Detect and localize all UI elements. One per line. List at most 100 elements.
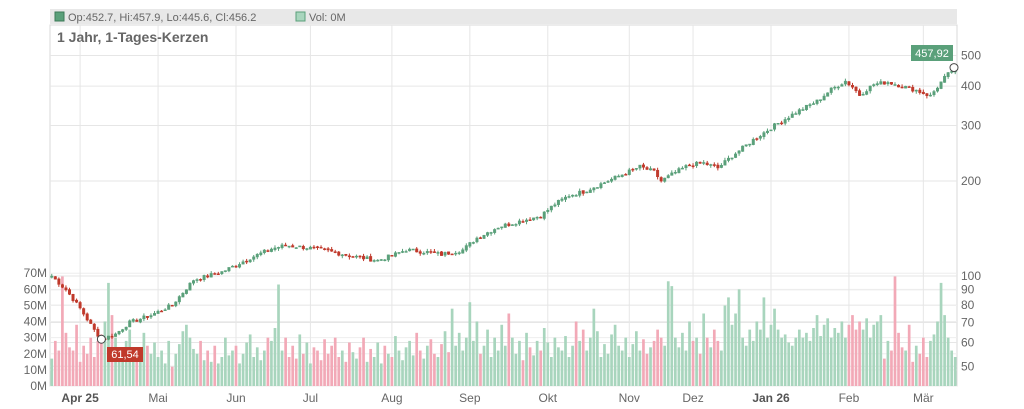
volume-bar: [624, 337, 628, 386]
candle-body: [461, 249, 465, 254]
volume-bar: [195, 353, 199, 386]
chart-title: 1 Jahr, 1-Tages-Kerzen: [57, 29, 208, 45]
volume-bar: [96, 340, 100, 386]
volume-bar: [783, 334, 787, 386]
candle-body: [167, 304, 171, 310]
volume-bar: [238, 363, 241, 386]
candle-body: [184, 289, 188, 294]
volume-bar: [592, 308, 596, 386]
last-price-marker: [949, 63, 959, 73]
candle-body: [401, 251, 405, 253]
candle-body: [535, 216, 539, 219]
candle-body: [581, 190, 585, 194]
candle-body: [92, 323, 96, 330]
volume-bar: [486, 329, 489, 386]
candle-body: [390, 255, 394, 257]
candle-body: [223, 270, 227, 272]
volume-bar: [564, 336, 567, 386]
candle-body: [471, 242, 475, 244]
volume-bar: [301, 353, 305, 386]
lower-tick-label: 50: [961, 359, 975, 373]
volume-bar: [149, 353, 153, 386]
volume-bar: [199, 340, 202, 386]
volume-bar: [263, 350, 266, 386]
volume-bar: [698, 353, 702, 386]
volume-bar: [879, 315, 883, 386]
volume-bar: [557, 347, 560, 386]
candle-body: [517, 220, 521, 225]
volume-bar: [883, 358, 886, 386]
candle-body: [882, 81, 886, 85]
candle-body: [333, 251, 337, 253]
volume-bar: [851, 315, 854, 386]
volume-bar: [124, 340, 128, 386]
volume-bar: [688, 321, 691, 386]
volume-bar: [280, 350, 284, 386]
volume-bar: [673, 337, 677, 386]
volume-bar: [893, 276, 897, 386]
candle-body: [312, 246, 316, 249]
candle-body: [53, 276, 57, 280]
volume-bar: [270, 340, 273, 386]
volume-bar: [156, 357, 160, 386]
volume-bar: [163, 363, 167, 386]
volume-bar: [794, 337, 798, 386]
volume-bar: [939, 282, 943, 386]
volume-bar: [585, 350, 589, 386]
volume-bar: [482, 345, 486, 386]
volume-bar: [666, 281, 670, 386]
volume-bar: [797, 329, 801, 386]
candle-body: [865, 91, 869, 95]
candle-body: [170, 304, 174, 307]
candle-body: [854, 86, 858, 92]
volume-bar: [319, 360, 323, 386]
volume-bar: [355, 358, 358, 386]
candle-body: [216, 273, 220, 275]
candle-body: [773, 123, 777, 130]
candle-body: [709, 164, 713, 166]
volume-bar: [723, 305, 727, 386]
candle-body: [344, 253, 348, 256]
candle-body: [50, 275, 54, 278]
candle-body: [280, 244, 284, 248]
candle-body: [64, 287, 68, 291]
candle-body: [195, 279, 199, 281]
volume-bar: [702, 313, 706, 386]
volume-bar: [514, 353, 518, 386]
volume-bar: [447, 352, 450, 386]
candle-body: [248, 259, 252, 263]
volume-bar: [493, 337, 496, 386]
candle-body: [418, 251, 422, 254]
volume-bar: [904, 350, 907, 386]
volume-bar: [649, 347, 652, 386]
candle-body: [75, 299, 79, 303]
volume-bar: [408, 340, 411, 386]
lower-tick-label: 100: [961, 269, 981, 283]
volume-bar: [312, 347, 316, 386]
candle-body: [897, 84, 901, 88]
candle-body: [188, 282, 192, 291]
volume-bar: [787, 342, 791, 386]
volume-bar: [418, 350, 422, 386]
volume-bar: [635, 331, 638, 386]
volume-bar: [805, 332, 808, 386]
volume-bar: [496, 350, 500, 386]
candle-body: [592, 187, 596, 191]
candle-body: [858, 90, 862, 96]
lower-tick-label: 60: [961, 336, 975, 350]
volume-bar: [227, 355, 231, 386]
candle-body: [872, 84, 876, 86]
candle-body: [269, 248, 273, 252]
volume-bar: [574, 321, 578, 386]
candle-body: [220, 271, 224, 275]
candle-body: [836, 86, 840, 89]
candle-body: [826, 92, 830, 97]
volume-bar: [599, 357, 603, 386]
candle-body: [751, 138, 755, 145]
volume-bar: [369, 348, 372, 386]
volume-bar: [819, 336, 822, 386]
candle-body: [383, 259, 387, 262]
volume-bar: [918, 353, 922, 386]
price-tick-label: 200: [961, 174, 981, 188]
legend-bar: [50, 9, 957, 24]
